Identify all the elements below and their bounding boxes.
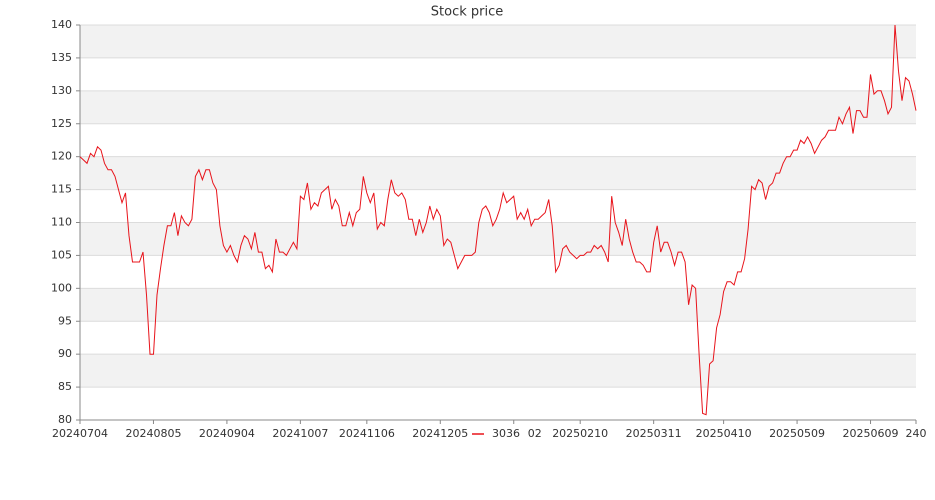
x-tick-label: 20250609 bbox=[843, 427, 899, 440]
x-tick-label: 20250311 bbox=[626, 427, 682, 440]
y-tick-label: 130 bbox=[51, 84, 72, 97]
grid-band bbox=[80, 354, 916, 388]
legend-box bbox=[468, 425, 528, 443]
legend-label: 3036 bbox=[492, 427, 520, 440]
x-tick-label: 20240904 bbox=[199, 427, 255, 440]
y-tick-label: 100 bbox=[51, 281, 72, 294]
x-tick-label: 20241007 bbox=[272, 427, 328, 440]
x-tick-label: 20240805 bbox=[125, 427, 181, 440]
x-tick-label: 20241205 bbox=[412, 427, 468, 440]
x-tick-label: 20241106 bbox=[339, 427, 395, 440]
grid-band bbox=[80, 156, 916, 190]
x-tick-label: 20250509 bbox=[769, 427, 825, 440]
x-tick-label: 20250210 bbox=[552, 427, 608, 440]
y-tick-label: 140 bbox=[51, 18, 72, 31]
legend: 3036 bbox=[468, 425, 528, 443]
chart-title: Stock price bbox=[431, 5, 503, 20]
grid-band bbox=[80, 288, 916, 322]
x-tick-label: 20250410 bbox=[696, 427, 752, 440]
x-tick-label: 240 bbox=[906, 427, 927, 440]
grid-band bbox=[80, 90, 916, 124]
series-line bbox=[79, 24, 917, 416]
y-tick-label: 135 bbox=[51, 51, 72, 64]
y-tick-label: 85 bbox=[58, 380, 72, 393]
y-tick-label: 125 bbox=[51, 117, 72, 130]
y-tick-label: 115 bbox=[51, 183, 72, 196]
grid-band bbox=[80, 25, 916, 58]
grid-band bbox=[80, 222, 916, 256]
y-tick-label: 80 bbox=[58, 413, 72, 426]
y-tick-label: 95 bbox=[58, 314, 72, 327]
y-tick-label: 90 bbox=[58, 347, 72, 360]
x-tick-label: 20240704 bbox=[52, 427, 108, 440]
y-tick-label: 105 bbox=[51, 248, 72, 261]
y-tick-label: 110 bbox=[51, 216, 72, 229]
y-tick-label: 120 bbox=[51, 150, 72, 163]
